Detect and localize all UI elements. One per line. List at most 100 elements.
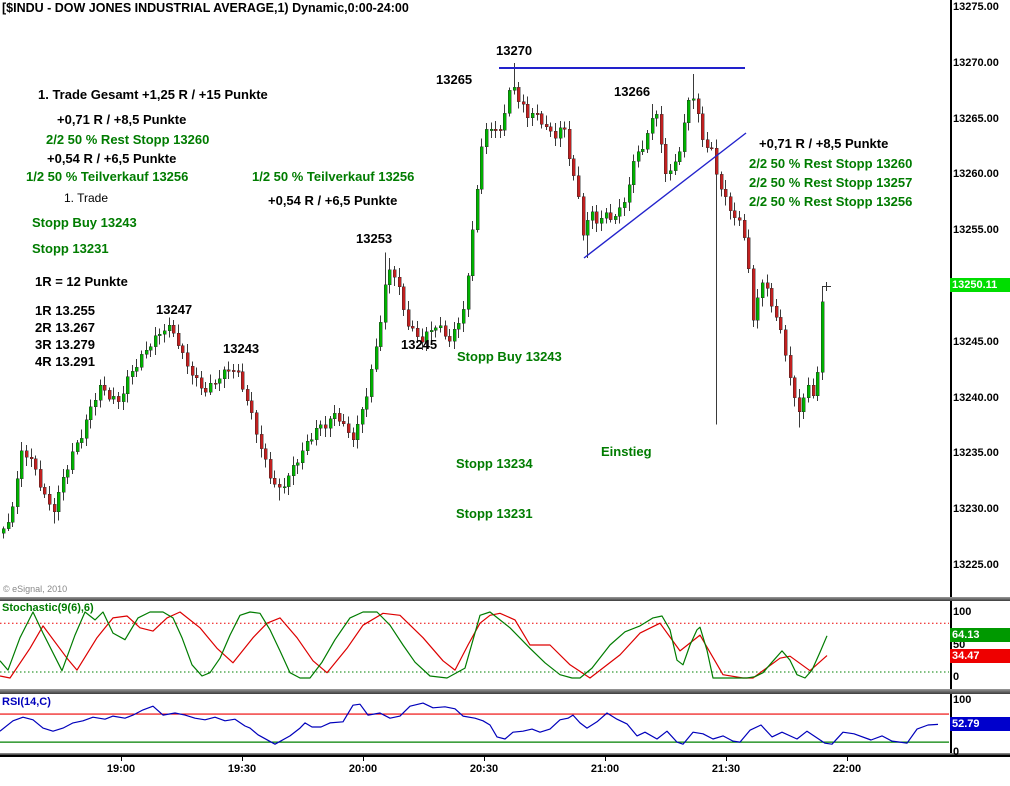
chart-annotation: 4R 13.291 [35,354,95,369]
candle [1,526,6,539]
time-tick-label: 21:30 [711,763,741,775]
chart-annotation: 13266 [614,84,651,99]
candle [530,107,535,127]
candle [438,316,443,333]
chart-annotation: 13270 [496,43,533,58]
candle [783,324,788,362]
candle [88,399,93,429]
candle [456,317,461,339]
chart-annotation: Stopp 13231 [456,506,533,521]
candle [498,125,503,139]
candle [420,328,425,351]
chart-annotation: +0,71 R / +8,5 Punkte [759,136,889,151]
candle [374,338,379,373]
candle [254,409,259,443]
chart-annotation: Stopp Buy 13243 [32,215,137,230]
chart-title: [$INDU - DOW JONES INDUSTRIAL AVERAGE,1)… [2,1,409,15]
candle [10,501,15,527]
stochastic-label: Stochastic(9(6),6) [2,602,94,614]
candle [337,407,342,427]
candle [493,121,498,139]
candle [613,214,618,225]
candle [139,350,144,371]
pane-splitter[interactable] [0,753,1010,755]
candle [401,283,406,316]
candle [323,415,328,438]
candle [737,210,742,226]
candle [318,420,323,436]
candle [512,62,517,95]
candle [171,320,176,337]
candle [134,359,139,378]
candle [194,367,199,387]
candle [489,122,494,139]
price-tick-label: 13260.00 [953,168,999,181]
price-tick-label: 13240.00 [953,391,999,404]
candle [93,392,98,416]
candle [392,266,397,287]
candle [213,379,218,389]
candle [157,328,162,345]
candle [705,132,710,153]
candle [594,204,599,233]
candle [691,73,696,109]
candle [723,180,728,206]
price-tick-label: 13235.00 [953,447,999,460]
candle [742,213,747,241]
candle [383,252,388,330]
time-tick-label: 21:00 [590,763,620,775]
candle [525,96,530,127]
price-tick-label: 13255.00 [953,224,999,237]
price-tick-label: 13245.00 [953,335,999,348]
candle [479,138,484,194]
chart-annotation: Stopp 13231 [32,241,109,256]
candle [558,121,563,148]
candle [397,268,402,296]
candle [673,153,678,175]
chart-annotation: Einstieg [601,444,652,459]
candle [502,104,507,137]
price-tick-label: 13225.00 [953,559,999,571]
candle [562,121,567,138]
pane-splitter[interactable] [0,689,1010,694]
candle [548,122,553,138]
candle [751,265,756,327]
indicator-line [0,702,939,745]
candle [544,115,549,131]
candle [38,460,43,491]
candle [682,114,687,158]
indicator-line [0,611,828,679]
candle [240,363,245,392]
indicator-line [0,611,828,679]
candle [378,315,383,351]
candle [98,379,103,408]
candle [553,123,558,147]
pane-splitter[interactable] [0,597,1010,601]
chart-annotation: 2/2 50 % Rest Stopp 13256 [749,194,913,209]
candle [452,322,457,349]
candle [659,105,664,154]
candle [162,323,167,343]
candle [208,374,213,395]
price-axis-line [950,0,952,757]
chart-annotation: +0,71 R / +8,5 Punkte [57,112,187,127]
candle [33,455,38,476]
chart-annotation: +0,54 R / +6,5 Punkte [47,151,177,166]
candle [167,317,172,338]
candle [259,425,264,458]
candle [84,414,89,447]
chart-annotation: 1. Trade [64,191,109,205]
time-tick-label: 19:00 [106,763,136,775]
rsi-pane[interactable] [0,694,950,753]
candle [806,377,811,403]
stochastic-pane[interactable] [0,601,950,689]
chart-annotation: 1R 13.255 [35,303,95,318]
chart-annotation: Stopp 13234 [456,456,533,471]
candle [176,324,181,350]
chart-annotation: 13245 [401,337,438,352]
time-tick [242,757,243,761]
candle [567,120,572,166]
candle [443,320,448,340]
chart-annotation: 3R 13.279 [35,337,95,352]
time-tick [726,757,727,761]
